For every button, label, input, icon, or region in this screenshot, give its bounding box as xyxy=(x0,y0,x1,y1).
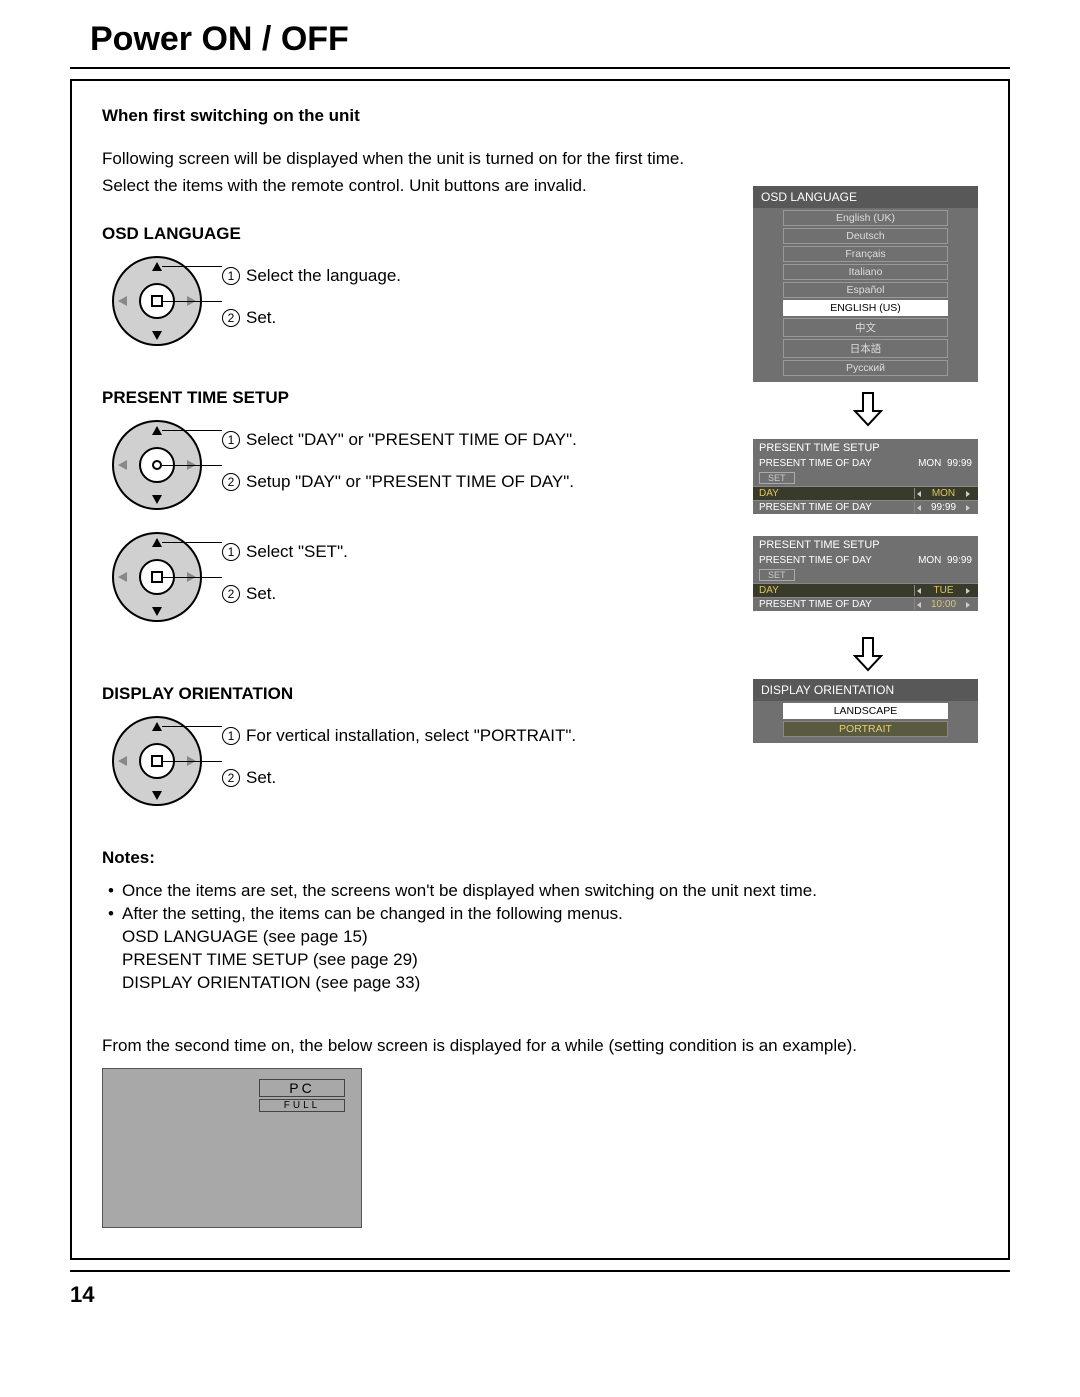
dial-control xyxy=(112,532,202,622)
page-number: 14 xyxy=(70,1282,1080,1308)
time-p1-time: 99:99 xyxy=(914,502,972,513)
time-day-label: DAY xyxy=(759,488,914,499)
osd-option: Русский xyxy=(783,360,948,376)
note-ref1: OSD LANGUAGE (see page 15) xyxy=(122,926,978,949)
time-header-label: PRESENT TIME OF DAY xyxy=(759,458,872,469)
note-ref3: DISPLAY ORIENTATION (see page 33) xyxy=(122,972,978,995)
orientation-panel: DISPLAY ORIENTATION LANDSCAPE PORTRAIT xyxy=(753,679,978,743)
time-pod-label-2: PRESENT TIME OF DAY xyxy=(759,599,914,610)
orientation-panel-title: DISPLAY ORIENTATION xyxy=(753,679,978,701)
example-screen: PC FULL xyxy=(102,1068,362,1228)
time-day-label-2: DAY xyxy=(759,585,914,596)
time-p2-time-hdr: 99:99 xyxy=(947,555,972,566)
time-step3: Select "SET". xyxy=(246,542,348,562)
time-panel-2: PRESENT TIME SETUP PRESENT TIME OF DAY MO… xyxy=(753,536,978,611)
dial-control xyxy=(112,256,202,346)
second-time-text: From the second time on, the below scree… xyxy=(102,1035,978,1058)
page-title: Power ON / OFF xyxy=(90,20,1080,59)
time-panel-title-2: PRESENT TIME SETUP xyxy=(753,536,978,554)
time-heading: PRESENT TIME SETUP xyxy=(102,388,978,408)
time-p2-time: 10:00 xyxy=(914,599,972,610)
time-panel-title: PRESENT TIME SETUP xyxy=(753,439,978,457)
intro-text-1: Following screen will be displayed when … xyxy=(102,148,978,171)
note-1: Once the items are set, the screens won'… xyxy=(108,880,978,903)
note-2: After the setting, the items can be chan… xyxy=(108,903,978,926)
intro-heading: When first switching on the unit xyxy=(102,106,978,126)
orient-step1: For vertical installation, select "PORTR… xyxy=(246,726,576,746)
orientation-option: LANDSCAPE xyxy=(783,703,948,719)
osd-language-panel: OSD LANGUAGE English (UK) Deutsch Français… xyxy=(753,186,978,382)
down-arrow-icon xyxy=(853,636,883,672)
content-frame: When first switching on the unit Followi… xyxy=(70,79,1010,1260)
osd-option: 日本語 xyxy=(783,339,948,358)
example-pc: PC xyxy=(259,1079,345,1097)
time-pod-label: PRESENT TIME OF DAY xyxy=(759,502,914,513)
example-full: FULL xyxy=(259,1099,345,1112)
footer-rule xyxy=(70,1270,1010,1272)
time-p2-day: TUE xyxy=(914,585,972,596)
dial-control xyxy=(112,716,202,806)
time-p1-day: MON xyxy=(914,488,972,499)
time-panel-1: PRESENT TIME SETUP PRESENT TIME OF DAYMO… xyxy=(753,439,978,514)
osd-step1: Select the language. xyxy=(246,266,401,286)
time-p1-day-hdr: MON xyxy=(918,458,941,469)
orientation-option: PORTRAIT xyxy=(783,721,948,737)
osd-option: 中文 xyxy=(783,318,948,337)
time-step4: Set. xyxy=(246,584,276,604)
time-step1: Select "DAY" or "PRESENT TIME OF DAY". xyxy=(246,430,577,450)
title-underline xyxy=(70,67,1010,69)
note-ref2: PRESENT TIME SETUP (see page 29) xyxy=(122,949,978,972)
dial-control xyxy=(112,420,202,510)
orient-step2: Set. xyxy=(246,768,276,788)
osd-option: Deutsch xyxy=(783,228,948,244)
osd-option: Italiano xyxy=(783,264,948,280)
osd-option: English (UK) xyxy=(783,210,948,226)
osd-option: ENGLISH (US) xyxy=(783,300,948,316)
osd-option: Español xyxy=(783,282,948,298)
time-set-button-2: SET xyxy=(759,569,795,581)
osd-step2: Set. xyxy=(246,308,276,328)
down-arrow-icon xyxy=(853,391,883,427)
time-p1-time-hdr: 99:99 xyxy=(947,458,972,469)
time-p2-day-hdr: MON xyxy=(918,555,941,566)
time-set-button: SET xyxy=(759,472,795,484)
time-header-label-2: PRESENT TIME OF DAY xyxy=(759,555,872,566)
osd-option: Français xyxy=(783,246,948,262)
osd-panel-title: OSD LANGUAGE xyxy=(753,186,978,208)
time-step2: Setup "DAY" or "PRESENT TIME OF DAY". xyxy=(246,472,574,492)
notes-heading: Notes: xyxy=(102,848,978,868)
